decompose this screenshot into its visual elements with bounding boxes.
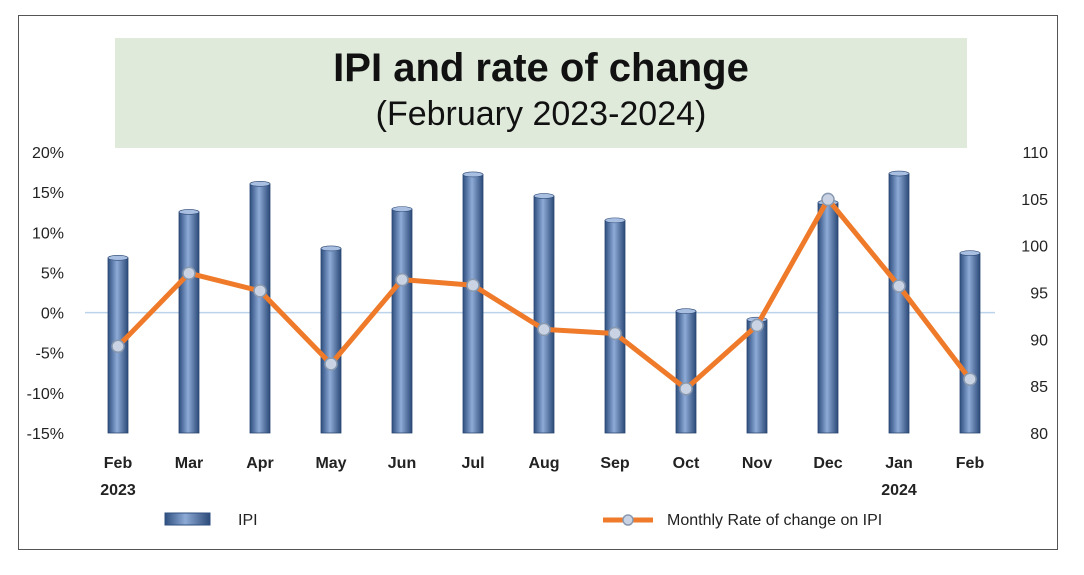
- ipi-bar-cap: [604, 217, 626, 224]
- right-axis-tick: 80: [1030, 426, 1048, 443]
- right-axis-tick: 100: [1021, 239, 1048, 256]
- ipi-bar-cap: [249, 181, 271, 187]
- rate-point: [963, 372, 977, 386]
- category-label: Jun: [388, 455, 416, 472]
- rate-point: [679, 382, 693, 396]
- category-label: Jan: [885, 455, 913, 472]
- category-label: Dec: [813, 455, 842, 472]
- right-axis-tick: 85: [1030, 379, 1048, 396]
- rate-point: [608, 326, 622, 341]
- ipi-bar-cap: [462, 171, 484, 178]
- rate-point: [537, 322, 551, 337]
- ipi-bar: [959, 252, 981, 434]
- ipi-bar-cap: [533, 193, 555, 199]
- legend-rate-label: Monthly Rate of change on IPI: [667, 512, 882, 529]
- ipi-bar: [391, 208, 413, 434]
- ipi-bar: [533, 195, 555, 434]
- rate-point: [821, 192, 835, 207]
- chart-subtitle: (February 2023-2024): [375, 95, 707, 133]
- ipi-bar-cap: [959, 250, 981, 256]
- left-axis-tick: -10%: [27, 386, 64, 403]
- left-axis-tick: 0%: [41, 306, 64, 323]
- ipi-bar-cap: [107, 255, 129, 261]
- year-label: 2024: [881, 482, 917, 499]
- ipi-bar: [675, 310, 697, 434]
- ipi-bar: [178, 211, 200, 434]
- left-axis-tick: 5%: [41, 265, 64, 282]
- ipi-bar: [604, 219, 626, 434]
- category-label: Oct: [673, 455, 700, 472]
- ipi-bar: [320, 248, 342, 434]
- ipi-bar-cap: [675, 308, 697, 315]
- category-label: Feb: [104, 455, 133, 472]
- legend-rate-marker: [622, 514, 634, 526]
- ipi-bar: [462, 174, 484, 434]
- rate-point: [253, 284, 267, 298]
- left-axis-tick: -15%: [27, 426, 64, 443]
- category-label: Mar: [175, 455, 203, 472]
- legend-ipi-swatch: [164, 512, 211, 526]
- left-axis-tick: 10%: [32, 225, 64, 242]
- rate-point: [395, 272, 409, 287]
- category-label: Sep: [600, 455, 630, 472]
- category-label: Nov: [742, 455, 772, 472]
- rate-point: [892, 279, 906, 293]
- ipi-bar-cap: [320, 245, 342, 252]
- category-label: Jul: [461, 455, 484, 472]
- category-label: Aug: [528, 455, 559, 472]
- rate-point: [466, 278, 480, 293]
- rate-point: [324, 357, 338, 371]
- right-axis-tick: 95: [1030, 286, 1048, 303]
- year-label: 2023: [100, 482, 136, 499]
- ipi-bar: [817, 202, 839, 434]
- ipi-bar-cap: [391, 206, 413, 212]
- title-banner: IPI and rate of change (February 2023-20…: [115, 38, 967, 148]
- left-axis-tick: -5%: [36, 346, 64, 363]
- ipi-bar: [746, 319, 768, 434]
- left-axis-tick: 20%: [32, 145, 64, 162]
- right-axis-tick: 90: [1030, 332, 1048, 349]
- ipi-bar-cap: [178, 209, 200, 215]
- category-label: Feb: [956, 455, 985, 472]
- ipi-bar: [249, 183, 271, 434]
- ipi-bar-cap: [888, 170, 910, 177]
- left-axis-tick: 15%: [32, 185, 64, 202]
- rate-point: [182, 266, 196, 280]
- ipi-bar: [888, 173, 910, 434]
- category-label: May: [315, 455, 346, 472]
- chart-title: IPI and rate of change: [333, 46, 749, 90]
- category-label: Apr: [246, 455, 274, 472]
- rate-point: [750, 318, 764, 333]
- rate-point: [111, 339, 125, 354]
- legend-ipi-label: IPI: [238, 512, 258, 529]
- right-axis-tick: 105: [1021, 192, 1048, 209]
- right-axis-tick: 110: [1022, 145, 1048, 162]
